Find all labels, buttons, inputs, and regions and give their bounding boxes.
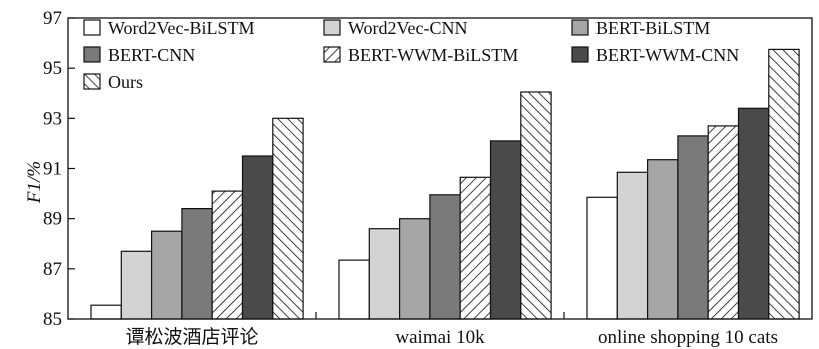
y-tick-label: 95 bbox=[43, 58, 62, 79]
legend-swatch bbox=[323, 46, 341, 63]
x-category-label: 谭松波酒店评论 bbox=[125, 326, 258, 348]
legend-swatch bbox=[83, 73, 101, 90]
bar-ours-cat-0 bbox=[272, 117, 304, 320]
bar-bert-bilstm-cat-1 bbox=[399, 218, 431, 320]
bar-bert-wwm-bilstm-cat-1 bbox=[459, 176, 492, 320]
y-tick-label: 97 bbox=[43, 8, 62, 29]
y-axis-title: F1/% bbox=[24, 161, 45, 204]
legend-label: Word2Vec-BiLSTM bbox=[108, 18, 255, 38]
x-axis: 谭松波酒店评论 waimai 10k online shopping 10 cats bbox=[125, 312, 778, 348]
bar-word2vec-cnn-cat-2 bbox=[616, 171, 649, 320]
plot-frame bbox=[67, 17, 813, 320]
legend-swatch bbox=[323, 19, 341, 36]
bar-series-group bbox=[90, 48, 800, 320]
legend-swatch bbox=[571, 19, 589, 36]
bar-word2vec-cnn-cat-1 bbox=[368, 228, 401, 320]
y-tick-label: 93 bbox=[43, 108, 62, 129]
x-category-label: waimai 10k bbox=[395, 327, 485, 348]
legend-swatch bbox=[83, 19, 101, 36]
legend-label: BERT-CNN bbox=[108, 45, 195, 65]
bar-bert-wwm-bilstm-cat-2 bbox=[707, 125, 740, 320]
legend-swatch bbox=[83, 46, 101, 63]
bar-word2vec-bilstm-cat-1 bbox=[338, 259, 370, 320]
legend-label: Ours bbox=[108, 72, 143, 92]
bar-bert-bilstm-cat-2 bbox=[646, 159, 679, 320]
bar-ours-cat-1 bbox=[520, 91, 552, 320]
bar-word2vec-bilstm-cat-0 bbox=[90, 304, 122, 320]
bar-bert-wwm-cnn-cat-1 bbox=[489, 140, 522, 320]
legend-label: Word2Vec-CNN bbox=[348, 18, 468, 38]
legend-label: BERT-WWM-BiLSTM bbox=[348, 45, 518, 65]
bar-word2vec-bilstm-cat-2 bbox=[586, 196, 618, 320]
y-tick-label: 89 bbox=[43, 209, 62, 230]
legend: Word2Vec-BiLSTM Word2Vec-CNN BERT-BiLSTM BE… bbox=[83, 18, 739, 92]
bar-bert-cnn-cat-0 bbox=[181, 208, 213, 320]
y-tick-label: 91 bbox=[43, 159, 62, 180]
bar-bert-wwm-bilstm-cat-0 bbox=[211, 190, 244, 320]
legend-swatch bbox=[571, 46, 589, 63]
bar-bert-wwm-cnn-cat-0 bbox=[241, 155, 274, 320]
x-category-label: online shopping 10 cats bbox=[598, 327, 778, 348]
y-tick-label: 85 bbox=[43, 309, 62, 330]
y-tick-label: 87 bbox=[43, 259, 62, 280]
bar-bert-bilstm-cat-0 bbox=[151, 230, 183, 320]
bar-bert-wwm-cnn-cat-2 bbox=[737, 107, 770, 320]
bar-ours-cat-2 bbox=[768, 48, 800, 320]
bar-bert-cnn-cat-2 bbox=[677, 135, 709, 320]
bar-word2vec-cnn-cat-0 bbox=[120, 250, 153, 320]
y-axis: 85 87 89 91 93 95 97 bbox=[43, 8, 75, 330]
legend-label: BERT-WWM-CNN bbox=[596, 45, 739, 65]
bar-bert-cnn-cat-1 bbox=[429, 194, 461, 320]
legend-label: BERT-BiLSTM bbox=[596, 18, 710, 38]
